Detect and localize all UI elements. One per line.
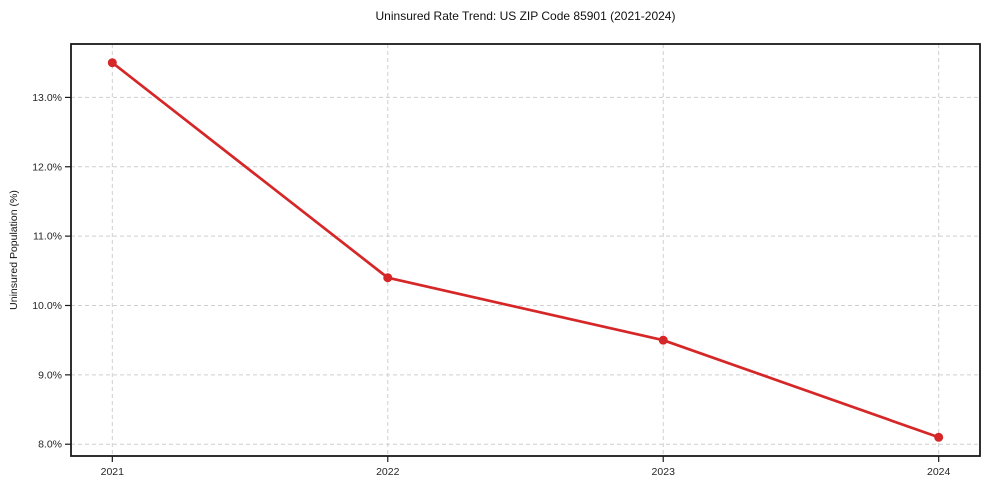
- data-point: [658, 335, 668, 345]
- y-tick-label: 12.0%: [32, 161, 62, 173]
- chart-title: Uninsured Rate Trend: US ZIP Code 85901 …: [375, 9, 676, 23]
- y-tick-label: 8.0%: [38, 439, 62, 451]
- x-tick-label: 2022: [376, 466, 400, 478]
- plot-frame: [70, 43, 981, 457]
- y-tick-label: 10.0%: [32, 300, 62, 312]
- y-tick-label: 9.0%: [38, 369, 62, 381]
- data-point: [934, 432, 944, 442]
- trend-line: [110, 61, 941, 439]
- x-tick-label: 2021: [101, 466, 125, 478]
- data-point: [383, 273, 393, 283]
- y-tick-label: 11.0%: [33, 231, 62, 243]
- x-tick-label: 2024: [927, 466, 951, 478]
- data-point: [107, 58, 117, 68]
- x-tick-label: 2023: [652, 466, 676, 478]
- y-tick-label: 13.0%: [32, 92, 62, 104]
